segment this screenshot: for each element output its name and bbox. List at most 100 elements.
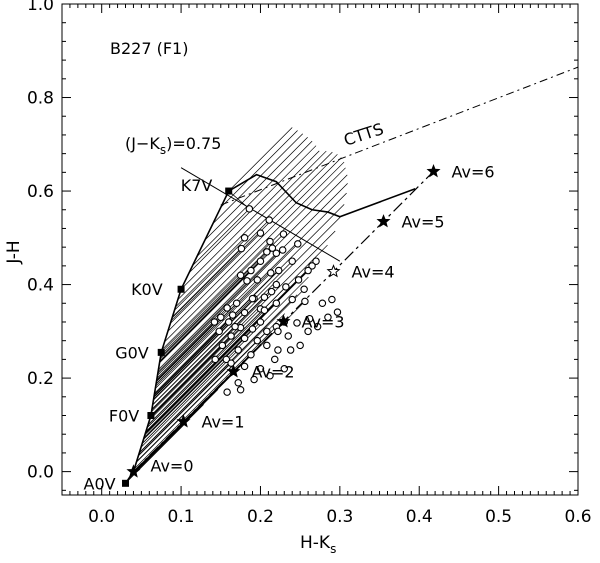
x-axis-title: H-Ks <box>300 533 336 556</box>
av-star-marker <box>126 464 141 478</box>
dereddening-vector <box>159 270 252 363</box>
dereddening-vector <box>134 326 277 470</box>
source-point <box>234 379 242 387</box>
av-star-marker <box>376 214 391 228</box>
x-tick-label: 0.5 <box>485 507 512 527</box>
source-point <box>272 249 281 257</box>
dereddening-vector <box>156 321 215 380</box>
source-point <box>260 306 269 315</box>
source-point <box>266 237 274 246</box>
dereddening-vector <box>175 237 245 308</box>
source-point <box>288 257 296 265</box>
source-point <box>260 293 269 301</box>
dereddening-vector <box>151 284 277 410</box>
source-point <box>256 257 265 265</box>
av-label: Av=3 <box>301 313 344 332</box>
source-point <box>274 327 282 336</box>
dereddening-vector <box>145 279 299 434</box>
source-point <box>248 325 257 333</box>
source-point <box>227 332 235 340</box>
source-point <box>304 266 312 275</box>
fill-vector <box>177 150 327 301</box>
source-point <box>301 297 309 306</box>
source-point <box>296 341 304 350</box>
jk-line-label-main: (J−K <box>125 134 160 153</box>
av-star-marker <box>226 364 241 378</box>
fill-vector <box>212 133 303 225</box>
dereddening-vector <box>160 274 241 356</box>
source-point <box>282 283 290 291</box>
source-point <box>253 336 262 345</box>
fill-vector <box>228 127 293 192</box>
dereddening-vector <box>138 362 232 457</box>
source-point <box>247 266 255 275</box>
source-point <box>293 319 301 327</box>
source-point <box>328 295 336 304</box>
fill-vector <box>204 136 308 241</box>
fill-vector <box>150 230 336 416</box>
x-tick-label: 0.3 <box>326 507 353 527</box>
dereddening-vector <box>171 248 242 319</box>
av-label: Av=2 <box>251 363 294 382</box>
source-point <box>231 322 239 331</box>
jk-line-label-tail: )=0.75 <box>166 134 221 153</box>
fill-vector <box>180 150 320 290</box>
fill-vector <box>196 140 313 257</box>
spectral-type-label: F0V <box>109 407 139 426</box>
source-point <box>268 244 277 252</box>
spectral-type-marker <box>122 479 130 487</box>
dereddening-vector <box>158 280 248 370</box>
dereddening-vector <box>156 307 228 379</box>
plot-frame <box>61 3 579 496</box>
x-tick-label: 0.2 <box>247 507 274 527</box>
fill-vector <box>174 151 333 311</box>
av-star-marker <box>426 164 441 178</box>
source-point <box>240 334 249 343</box>
source-point <box>333 308 342 316</box>
source-point <box>294 276 303 284</box>
av-star-marker <box>176 414 191 428</box>
source-point <box>263 248 271 256</box>
spectral-type-marker <box>157 348 165 356</box>
curves-layer <box>124 66 579 484</box>
source-point <box>224 318 233 326</box>
dereddening-vector <box>143 321 261 440</box>
source-point <box>223 304 231 312</box>
source-point <box>217 313 225 322</box>
source-point <box>274 266 283 275</box>
dereddening-vector <box>146 310 265 429</box>
source-point <box>271 355 279 364</box>
dereddening-vector <box>145 265 313 433</box>
source-point <box>222 355 231 364</box>
dereddening-vector <box>161 241 271 350</box>
source-point <box>266 372 274 380</box>
dereddening-vector <box>144 303 277 436</box>
dereddening-vector <box>138 289 305 456</box>
dereddening-vector <box>143 328 253 438</box>
dereddening-vector <box>155 243 299 387</box>
spectral-type-marker <box>177 285 185 293</box>
x-axis-title-sub: s <box>330 542 336 556</box>
dereddening-vector <box>159 247 273 362</box>
source-point <box>263 327 271 336</box>
jk-line <box>180 167 341 262</box>
fill-vector <box>126 404 204 482</box>
source-point <box>240 362 249 371</box>
source-point <box>248 294 257 303</box>
dereddening-vector <box>160 233 284 358</box>
x-axis-title-main: H-K <box>300 533 331 553</box>
source-point <box>218 341 227 350</box>
fill-vector <box>164 161 345 343</box>
y-tick-label: 0.2 <box>27 369 54 389</box>
source-point <box>232 299 241 308</box>
source-point <box>240 308 249 317</box>
y-tick-label: 0.4 <box>27 276 54 296</box>
source-point <box>318 299 327 308</box>
fill-vector <box>139 294 298 454</box>
source-point <box>308 262 316 270</box>
source-point <box>300 285 308 293</box>
dereddening-vector <box>192 208 250 267</box>
ctts-locus-line <box>220 66 579 206</box>
dereddening-vector <box>153 331 220 397</box>
